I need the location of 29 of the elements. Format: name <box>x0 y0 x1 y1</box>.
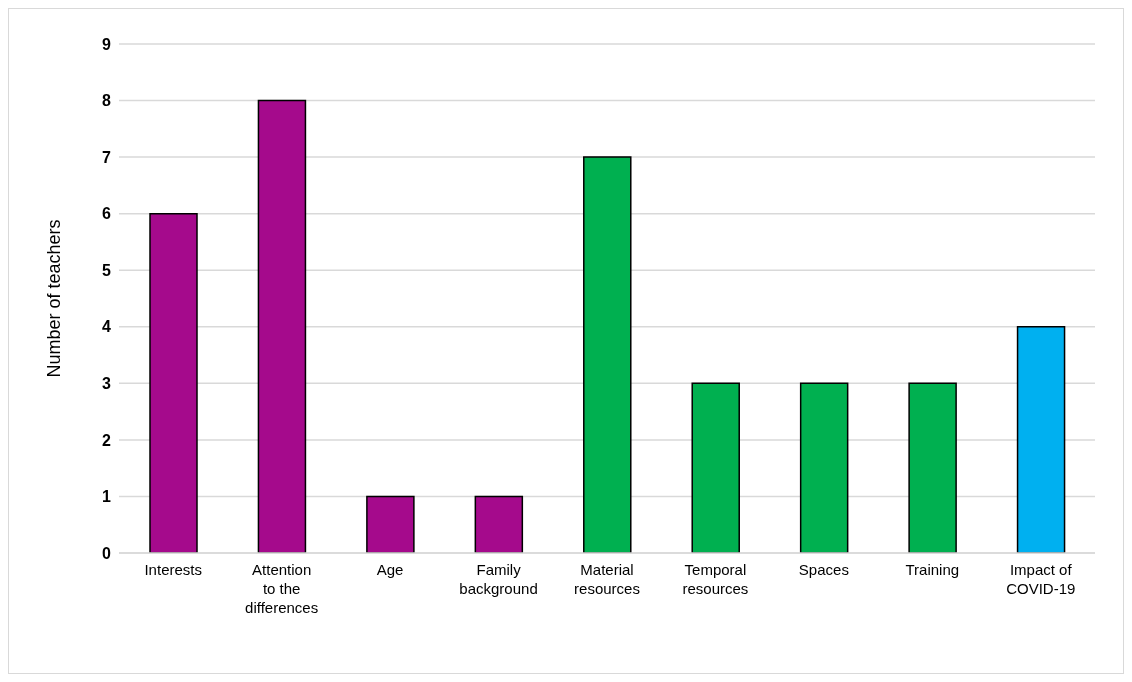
y-tick-label: 4 <box>102 318 112 336</box>
x-tick-label: Spaces <box>798 561 849 578</box>
y-tick-label: 3 <box>102 375 112 393</box>
y-tick-label: 5 <box>102 261 112 279</box>
x-tick-label: Interests <box>144 561 202 578</box>
bar <box>474 495 524 553</box>
bar <box>908 382 957 553</box>
y-tick-label: 6 <box>102 205 112 223</box>
y-tick-label: 8 <box>102 92 112 110</box>
bar <box>257 99 307 553</box>
bar <box>691 382 740 553</box>
x-tick-label: Impact of COVID-19 <box>1006 561 1076 597</box>
x-tick-label: Training <box>905 561 960 578</box>
bar <box>799 382 849 553</box>
bar <box>1016 326 1066 553</box>
y-tick-label: 0 <box>102 544 112 562</box>
y-tick-label: 1 <box>102 488 112 506</box>
y-axis-title: Number of teachers <box>44 219 65 378</box>
y-tick-label: 7 <box>102 148 112 166</box>
bar <box>583 156 632 553</box>
y-tick-label: 2 <box>102 431 112 449</box>
bar <box>366 495 415 553</box>
x-tick-label: Age <box>376 561 404 578</box>
bar <box>149 212 198 553</box>
x-tick-label: Family background <box>459 561 538 597</box>
x-tick-label: Material resources <box>574 561 640 597</box>
y-tick-label: 9 <box>102 35 112 53</box>
x-tick-label: Attention to the differences <box>245 561 319 616</box>
x-tick-label: Temporal resources <box>682 561 749 597</box>
